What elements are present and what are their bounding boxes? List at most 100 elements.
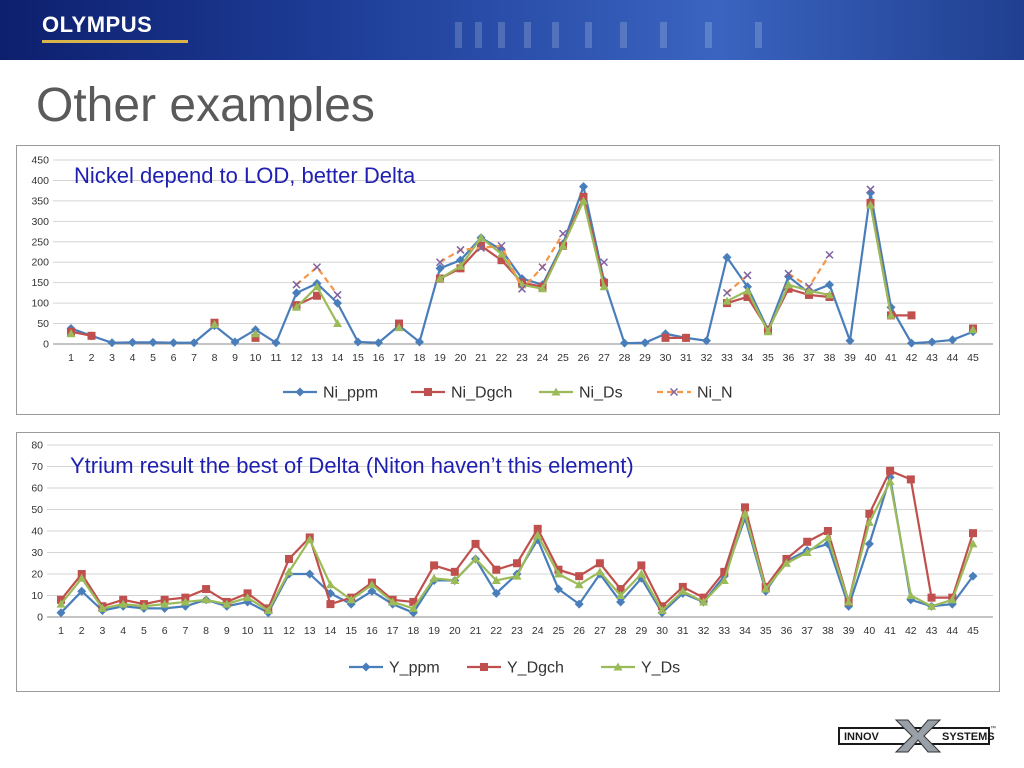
data-point-Ni_N xyxy=(804,282,814,291)
x-tick-label: 16 xyxy=(373,352,385,364)
x-tick-label: 14 xyxy=(332,352,344,364)
data-point-Ni_Ds xyxy=(763,327,773,336)
logo-text-right: SYSTEMS xyxy=(942,731,995,743)
x-tick-label: 17 xyxy=(393,352,405,364)
data-point-Ni_ppm xyxy=(722,252,732,262)
data-point-Y_Dgch xyxy=(533,524,542,533)
x-tick-label: 28 xyxy=(619,352,631,364)
x-tick-label: 17 xyxy=(387,625,399,637)
x-tick-label: 25 xyxy=(557,352,569,364)
data-point-Y_Ds xyxy=(471,554,481,563)
data-point-Y_ppm xyxy=(864,539,874,549)
data-point-Ni_N xyxy=(558,229,568,238)
data-point-Ni_Ds xyxy=(804,286,814,295)
x-tick-label: 24 xyxy=(532,625,544,637)
data-point-Ni_N xyxy=(292,280,301,289)
page-title: Other examples xyxy=(36,79,375,132)
x-tick-label: 32 xyxy=(698,625,710,637)
banner-stripe xyxy=(585,22,592,48)
data-point-Ni_Ds xyxy=(312,282,322,291)
data-point-Y_Dgch xyxy=(616,585,625,594)
x-tick-label: 2 xyxy=(89,352,95,364)
y-tick-label: 50 xyxy=(37,318,49,330)
x-tick-label: 22 xyxy=(490,625,502,637)
x-tick-label: 34 xyxy=(739,625,751,637)
banner-stripe xyxy=(660,22,667,48)
legend-marker-Y_Dgch xyxy=(480,663,488,671)
legend-label-Ni_ppm: Ni_ppm xyxy=(323,385,378,402)
y-tick-label: 80 xyxy=(31,440,43,452)
data-point-Y_Dgch xyxy=(823,527,832,535)
x-tick-label: 40 xyxy=(865,352,877,364)
y-tick-label: 60 xyxy=(31,483,43,495)
x-tick-label: 13 xyxy=(304,625,316,637)
data-point-Ni_ppm xyxy=(435,263,445,273)
data-point-Y_Ds xyxy=(553,569,563,578)
data-point-Y_Ds xyxy=(927,601,937,610)
x-tick-label: 15 xyxy=(345,625,357,637)
data-point-Ni_N xyxy=(784,269,793,278)
data-point-Ni_Ds xyxy=(743,286,752,295)
x-tick-label: 25 xyxy=(553,625,565,637)
x-tick-label: 8 xyxy=(212,352,218,364)
data-point-Ni_Dgch xyxy=(805,290,813,299)
data-point-Y_Ds xyxy=(222,599,232,608)
data-point-Ni_N xyxy=(866,185,875,194)
data-point-Ni_Ds xyxy=(66,329,76,338)
legend-marker-Y_ppm xyxy=(361,662,371,672)
data-point-Ni_Ds xyxy=(456,261,465,270)
data-point-Y_Ds xyxy=(678,586,688,595)
data-point-Y_Dgch xyxy=(202,585,211,594)
data-point-Y_Ds xyxy=(595,567,605,576)
x-tick-label: 11 xyxy=(271,352,282,364)
data-point-Ni_Ds xyxy=(476,233,486,242)
data-point-Y_Ds xyxy=(118,599,128,608)
x-tick-label: 38 xyxy=(822,625,834,637)
data-point-Ni_N xyxy=(722,288,732,297)
logo-text-left: INNOV xyxy=(844,731,880,743)
legend-label-Ni_N: Ni_N xyxy=(697,385,733,402)
data-point-Y_Ds xyxy=(844,597,854,606)
data-point-Ni_Ds xyxy=(968,325,978,334)
x-tick-label: 4 xyxy=(130,352,136,364)
data-point-Y_Ds xyxy=(491,575,501,584)
data-point-Ni_ppm xyxy=(907,338,916,348)
data-point-Ni_Ds xyxy=(538,284,547,293)
data-point-Ni_Ds xyxy=(333,319,342,328)
data-point-Y_Ds xyxy=(906,591,916,599)
data-point-Ni_N xyxy=(312,263,322,272)
data-point-Ni_Dgch xyxy=(313,291,321,300)
x-tick-label: 29 xyxy=(639,352,651,364)
x-tick-label: 32 xyxy=(701,352,713,364)
legend-marker-Ni_N xyxy=(669,387,679,397)
x-tick-label: 39 xyxy=(844,352,856,364)
data-point-Ni_N xyxy=(743,271,752,280)
x-tick-label: 27 xyxy=(598,352,610,364)
x-tick-label: 23 xyxy=(516,352,528,364)
banner-stripe xyxy=(620,22,627,48)
x-tick-label: 24 xyxy=(537,352,549,364)
data-point-Ni_Ds xyxy=(435,274,445,283)
data-point-Ni_Ds xyxy=(394,323,404,332)
data-point-Y_Ds xyxy=(968,539,978,548)
data-point-Ni_Dgch xyxy=(251,333,260,342)
data-point-Ni_ppm xyxy=(374,338,383,348)
data-point-Y_Dgch xyxy=(969,529,977,538)
data-point-Y_Ds xyxy=(533,530,543,539)
data-point-Y_Ds xyxy=(201,595,211,604)
data-point-Ni_Ds xyxy=(866,200,875,209)
data-point-Ni_ppm xyxy=(230,337,240,347)
data-point-Y_Ds xyxy=(284,567,294,576)
x-tick-label: 26 xyxy=(573,625,585,637)
data-point-Y_Dgch xyxy=(637,561,646,570)
x-tick-label: 12 xyxy=(291,352,303,364)
innov-x-systems-logo: INNOV SYSTEMS ™ xyxy=(838,719,996,753)
data-point-Ni_ppm xyxy=(784,272,793,282)
data-point-Y_ppm xyxy=(491,588,501,598)
data-point-Y_ppm xyxy=(574,599,584,609)
data-point-Y_Dgch xyxy=(450,567,459,576)
logo-x-mark xyxy=(894,719,942,753)
x-tick-label: 41 xyxy=(884,625,896,637)
data-point-Y_Ds xyxy=(408,603,418,612)
